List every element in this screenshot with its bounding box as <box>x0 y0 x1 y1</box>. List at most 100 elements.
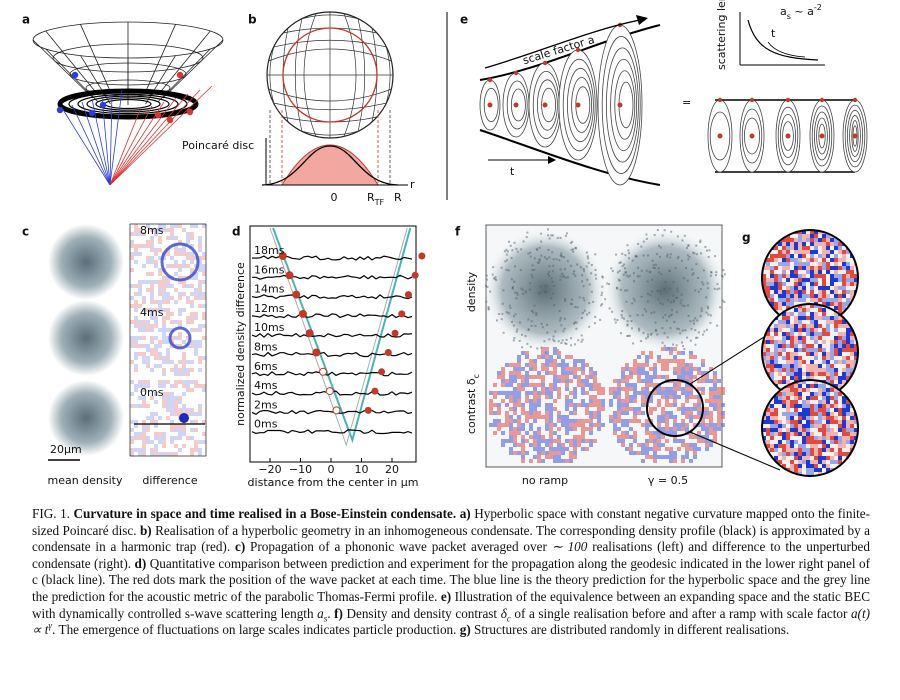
density-pixel <box>697 290 700 293</box>
density-pixel <box>676 287 679 290</box>
realisation-pixel <box>834 344 838 348</box>
realisation-pixel <box>786 250 790 254</box>
packet-dot <box>404 291 412 299</box>
realisation-pixel <box>842 278 846 282</box>
density-pixel <box>689 339 692 342</box>
contrast-pixel <box>617 439 621 443</box>
difference-pixel <box>170 256 174 260</box>
density-pixel <box>510 278 513 281</box>
density-pixel <box>658 271 661 274</box>
contrast-pixel <box>517 451 521 455</box>
contrast-pixel <box>537 459 541 463</box>
contrast-pixel <box>525 439 529 443</box>
cone-ring <box>69 62 187 86</box>
realisation-pixel <box>842 388 846 392</box>
contrast-pixel <box>709 431 713 435</box>
contrast-pixel <box>533 407 537 411</box>
density-pixel <box>664 313 667 316</box>
realisation-pixel <box>826 364 830 368</box>
difference-pixel <box>130 256 134 260</box>
realisation-pixel <box>834 316 838 320</box>
contrast-pixel <box>569 439 573 443</box>
realisation-pixel <box>854 278 858 282</box>
realisation-pixel <box>838 246 842 250</box>
density-pixel <box>515 247 518 250</box>
contrast-pixel <box>669 427 673 431</box>
realisation-pixel <box>822 388 826 392</box>
realisation-pixel <box>846 266 850 270</box>
density-pixel <box>642 240 645 243</box>
difference-pixel <box>142 356 146 360</box>
realisation-pixel <box>814 412 818 416</box>
contrast-pixel <box>601 403 605 407</box>
realisation-pixel <box>762 392 766 396</box>
contrast-pixel <box>601 399 605 403</box>
realisation-pixel <box>766 456 770 460</box>
density-pixel <box>573 270 576 273</box>
density-pixel <box>547 234 550 237</box>
realisation-pixel <box>842 302 846 306</box>
density-pixel <box>611 270 614 273</box>
density-pixel <box>707 287 710 290</box>
contrast-pixel <box>657 431 661 435</box>
geodesic <box>273 102 387 111</box>
realisation-pixel <box>798 290 802 294</box>
density-pixel <box>539 285 542 288</box>
slice-ring <box>614 70 636 140</box>
realisation-pixel <box>806 250 810 254</box>
difference-pixel <box>190 412 194 416</box>
density-pixel <box>547 249 550 251</box>
density-pixel <box>489 290 492 293</box>
contrast-pixel <box>681 359 685 363</box>
realisation-pixel <box>782 472 786 476</box>
realisation-pixel <box>770 388 774 392</box>
realisation-pixel <box>846 424 850 428</box>
density-pixel <box>692 319 695 322</box>
contrast-pixel <box>553 379 557 383</box>
realisation-pixel <box>802 388 806 392</box>
contrast-pixel <box>709 423 713 427</box>
realisation-pixel <box>778 230 782 234</box>
realisation-pixel <box>794 400 798 404</box>
difference-pixel <box>142 380 146 384</box>
contrast-pixel <box>673 419 677 423</box>
realisation-pixel <box>810 282 814 286</box>
contrast-pixel <box>717 415 721 419</box>
contrast-pixel <box>581 367 585 371</box>
difference-pixel <box>162 224 166 228</box>
difference-pixel <box>130 404 134 408</box>
contrast-pixel <box>549 431 553 435</box>
contrast-pixel <box>717 407 721 411</box>
difference-pixel <box>190 380 194 384</box>
difference-pixel <box>138 252 142 256</box>
difference-pixel <box>134 252 138 256</box>
realisation-pixel <box>794 266 798 270</box>
cone-line <box>158 30 211 95</box>
density-pixel <box>699 288 702 291</box>
realisation-pixel <box>778 254 782 258</box>
realisation-pixel <box>838 332 842 336</box>
contrast-pixel <box>649 395 653 399</box>
realisation-pixel <box>794 274 798 278</box>
realisation-pixel <box>762 380 766 384</box>
contrast-pixel <box>709 411 713 415</box>
difference-pixel <box>134 336 138 340</box>
density-pixel <box>681 239 684 242</box>
center-dot <box>542 102 548 108</box>
density-pixel <box>689 320 692 323</box>
contrast-pixel <box>681 423 685 427</box>
density-pixel <box>666 336 669 339</box>
contrast-pixel <box>533 447 537 451</box>
density-pixel <box>561 339 564 342</box>
density-pixel <box>647 292 649 295</box>
realisation-pixel <box>794 392 798 396</box>
contrast-pixel <box>709 387 713 391</box>
contrast-pixel <box>545 419 549 423</box>
caption-text: γ <box>48 620 52 631</box>
contrast-pixel <box>561 415 565 419</box>
contrast-pixel <box>553 407 557 411</box>
contrast-pixel <box>705 431 709 435</box>
difference-pixel <box>154 228 158 232</box>
difference-pixel <box>158 228 162 232</box>
realisation-pixel <box>786 368 790 372</box>
